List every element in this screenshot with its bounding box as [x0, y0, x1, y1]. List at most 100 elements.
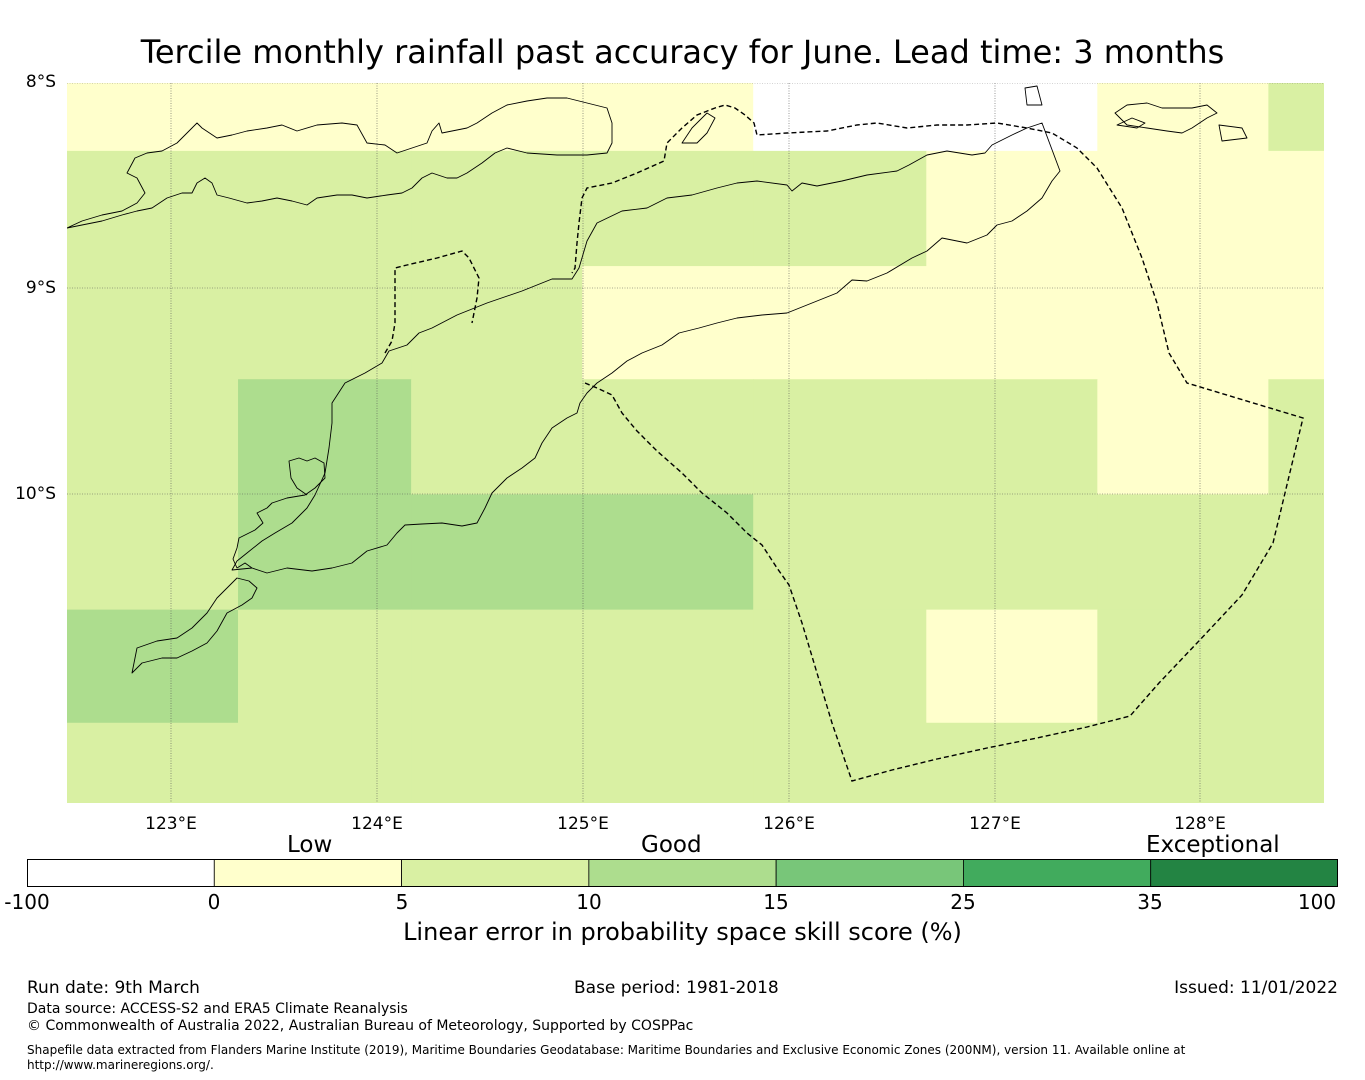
grid-cell-r3-c4: [753, 379, 927, 495]
grid-cell-r4-c4: [753, 494, 927, 611]
grid-cell-r5-c3: [582, 609, 754, 724]
lon-label-127e: 127°E: [969, 814, 1021, 834]
small-island-1: [1024, 85, 1043, 106]
grid-cell-r6-c4: [753, 722, 927, 803]
grid-cell-r1-c0: [67, 150, 239, 267]
category-good: Good: [641, 832, 702, 858]
grid-cell-r3-c0: [67, 379, 239, 495]
lat-label-9s: 9°S: [25, 278, 56, 298]
grid-cell-r2-c2: [411, 266, 583, 380]
grid-cell-r2-c4: [753, 266, 927, 380]
shapefile-url: http://www.marineregions.org/.: [27, 1058, 214, 1072]
grid-cell-r6-c7: [1268, 722, 1324, 803]
category-exceptional: Exceptional: [1146, 832, 1280, 858]
colorbar: [27, 859, 1338, 887]
grid-cell-r2-c0: [67, 266, 239, 380]
grid-cell-r0-c4: [753, 83, 927, 152]
gridlines: [67, 83, 1324, 803]
colorbar-bin-2: [401, 859, 590, 887]
wetar-island-coastline: [1114, 102, 1218, 134]
grid-cell-r0-c6: [1097, 83, 1269, 152]
grid-cell-r1-c7: [1268, 150, 1324, 267]
grid-cell-r3-c7: [1268, 379, 1324, 495]
grid-cell-r2-c1: [238, 266, 412, 380]
grid-cell-r5-c4: [753, 609, 927, 724]
cb-tick-0: 0: [207, 890, 221, 914]
grid-cell-r6-c5: [926, 722, 1098, 803]
grid-cell-r4-c1: [238, 494, 412, 611]
timor-island-coastline: [231, 122, 1061, 574]
grid-cell-r2-c5: [926, 266, 1098, 380]
lon-label-125e: 125°E: [557, 814, 609, 834]
colorbar-bin-0: [27, 859, 215, 887]
category-low: Low: [287, 832, 333, 858]
cb-tick-15: 15: [763, 890, 789, 914]
grid-cell-r0-c7: [1268, 83, 1324, 152]
eez-boundary: [384, 104, 1304, 782]
grid-cell-r4-c7: [1268, 494, 1324, 611]
grid-cell-r5-c7: [1268, 609, 1324, 724]
grid-cell-r1-c6: [1097, 150, 1269, 267]
grid-cell-r1-c3: [582, 150, 754, 267]
colorbar-bin-4: [775, 859, 964, 887]
grid-cell-r6-c3: [582, 722, 754, 803]
grid-cell-r1-c1: [238, 150, 412, 267]
timor-southwest-coastline: [232, 457, 326, 569]
cb-tick-25: 25: [950, 890, 976, 914]
coastlines: [67, 85, 1248, 674]
cb-tick-100: 100: [1297, 890, 1337, 914]
grid-cell-r5-c6: [1097, 609, 1269, 724]
grid-cell-r2-c7: [1268, 266, 1324, 380]
lon-label-126e: 126°E: [763, 814, 815, 834]
grid-cell-r2-c6: [1097, 266, 1269, 380]
colorbar-bin-5: [963, 859, 1152, 887]
small-island-3: [1218, 124, 1248, 142]
map-title: Tercile monthly rainfall past accuracy f…: [140, 33, 1225, 71]
grid-cell-r4-c6: [1097, 494, 1269, 611]
grid-cell-r3-c6: [1097, 379, 1269, 495]
cb-tick-10: 10: [576, 890, 602, 914]
data-source: Data source: ACCESS-S2 and ERA5 Climate …: [27, 1001, 408, 1017]
cb-tick-neg100: -100: [4, 890, 50, 914]
grid-cell-r6-c1: [238, 722, 412, 803]
run-date: Run date: 9th March: [27, 978, 200, 998]
grid-cell-r4-c2: [411, 494, 583, 611]
grid-cell-r0-c0: [67, 83, 239, 152]
grid-cell-r0-c2: [411, 83, 583, 152]
lat-label-10s: 10°S: [15, 484, 56, 504]
grid-cell-r3-c5: [926, 379, 1098, 495]
grid-cell-r6-c6: [1097, 722, 1269, 803]
grid-cell-r5-c0: [67, 609, 239, 724]
lon-label-124e: 124°E: [351, 814, 403, 834]
base-period: Base period: 1981-2018: [574, 978, 779, 998]
grid-cell-r5-c2: [411, 609, 583, 724]
colorbar-bin-3: [588, 859, 777, 887]
lon-label-123e: 123°E: [145, 814, 197, 834]
cb-tick-35: 35: [1137, 890, 1163, 914]
colorbar-title: Linear error in probability space skill …: [403, 918, 962, 946]
grid-cell-r0-c3: [582, 83, 754, 152]
grid-cell-r5-c1: [238, 609, 412, 724]
grid-cell-r3-c2: [411, 379, 583, 495]
colorbar-outline: [27, 859, 1338, 887]
skill-grid-cells: [67, 83, 1324, 803]
grid-cell-r1-c4: [753, 150, 927, 267]
small-island-2: [1116, 117, 1146, 129]
colorbar-bin-1: [213, 859, 402, 887]
colorbar-bin-6: [1150, 859, 1338, 887]
grid-cell-r3-c3: [582, 379, 754, 495]
shapefile-credit: Shapefile data extracted from Flanders M…: [27, 1043, 1186, 1057]
grid-cell-r1-c2: [411, 150, 583, 267]
lat-label-8s: 8°S: [25, 72, 56, 92]
issued-date: Issued: 11/01/2022: [1174, 978, 1338, 998]
grid-cell-r6-c0: [67, 722, 239, 803]
lon-label-128e: 128°E: [1174, 814, 1226, 834]
copyright: © Commonwealth of Australia 2022, Austra…: [27, 1018, 694, 1034]
grid-cell-r2-c3: [582, 266, 754, 380]
skill-map: [67, 83, 1324, 803]
grid-cell-r0-c1: [238, 83, 412, 152]
atauro-island-coastline: [681, 112, 716, 144]
rote-island-coastline: [131, 577, 258, 674]
grid-cell-r5-c5: [926, 609, 1098, 724]
